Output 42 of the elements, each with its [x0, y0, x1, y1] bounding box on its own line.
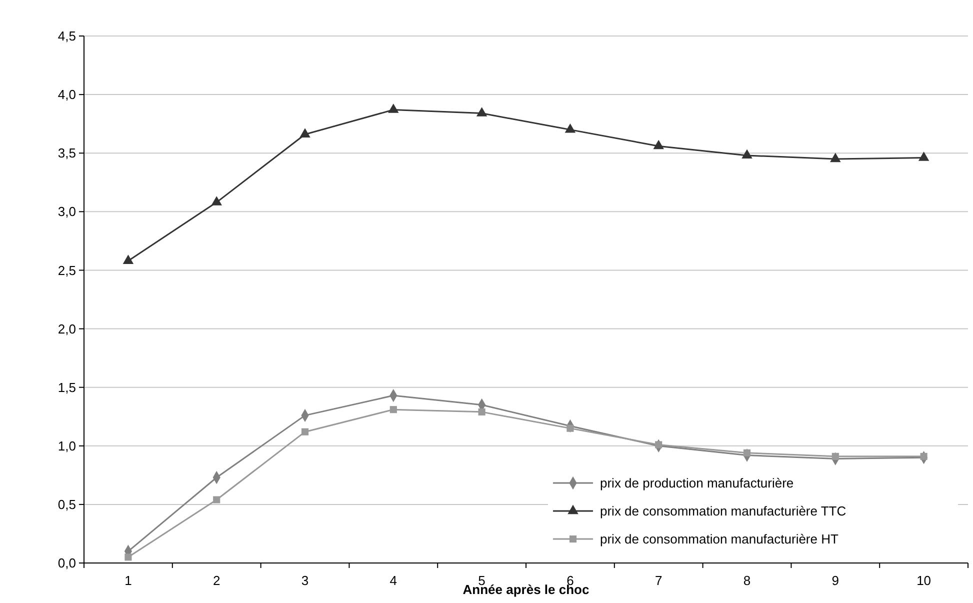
- point: [301, 428, 309, 436]
- point: [655, 441, 662, 448]
- point: [653, 140, 664, 150]
- y-tick-label: 1,5: [58, 380, 76, 395]
- y-tick-label: 3,0: [58, 204, 76, 220]
- point: [742, 149, 752, 159]
- point: [830, 152, 841, 162]
- point: [920, 452, 928, 460]
- point: [743, 449, 751, 456]
- y-tick-label: 2,0: [58, 321, 76, 336]
- legend-label: prix de consommation manufacturière HT: [600, 532, 838, 547]
- y-tick-label: 0,0: [58, 556, 76, 571]
- x-tick-label: 7: [654, 573, 662, 588]
- point: [918, 152, 930, 161]
- point: [388, 104, 399, 113]
- point: [476, 107, 488, 116]
- point: [478, 408, 486, 416]
- x-tick-label: 8: [743, 573, 751, 588]
- y-tick-label: 2,5: [58, 262, 76, 278]
- x-tick-label: 3: [301, 573, 309, 588]
- point: [300, 128, 310, 138]
- x-tick-label: 9: [832, 573, 840, 588]
- x-tick-label: 10: [916, 573, 932, 588]
- point: [832, 452, 839, 460]
- y-tick-label: 4,5: [58, 28, 76, 44]
- y-tick-label: 1,0: [58, 438, 76, 454]
- point: [122, 254, 134, 264]
- legend-label: prix de production manufacturière: [600, 476, 794, 491]
- x-tick-label: 1: [124, 573, 132, 588]
- x-tick-label: 2: [212, 573, 220, 588]
- x-tick-label: 4: [390, 573, 398, 588]
- point: [124, 554, 132, 561]
- point: [390, 406, 397, 414]
- point: [211, 196, 222, 206]
- y-tick-label: 4,0: [58, 87, 76, 102]
- point: [566, 424, 574, 432]
- y-tick-label: 3,5: [58, 146, 76, 161]
- legend-label: prix de consommation manufacturière TTC: [600, 504, 846, 519]
- x-tick-label: 5: [478, 573, 486, 588]
- point: [213, 496, 220, 504]
- y-tick-label: 0,5: [58, 496, 76, 512]
- point: [564, 123, 576, 133]
